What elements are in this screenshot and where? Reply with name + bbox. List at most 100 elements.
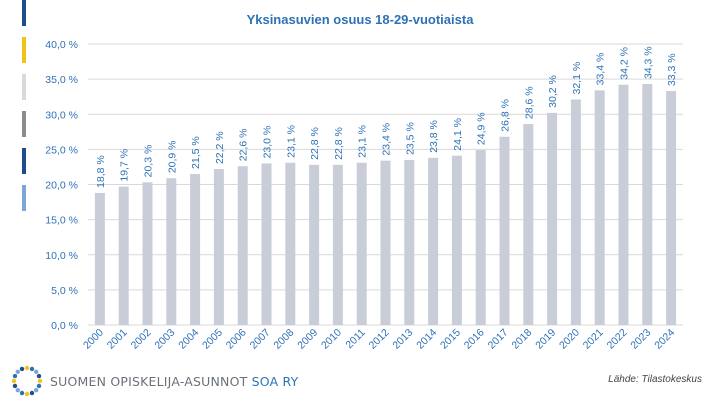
bar: [356, 162, 367, 325]
bar: [475, 150, 486, 325]
y-tick-label: 0,0 %: [51, 320, 78, 332]
x-tick-label: 2006: [224, 327, 249, 352]
x-tick-label: 2023: [628, 327, 653, 352]
bar: [142, 182, 153, 325]
y-tick-label: 40,0 %: [45, 39, 78, 51]
data-label: 34,3 %: [642, 46, 654, 79]
data-label: 23,0 %: [262, 126, 274, 159]
x-tick-label: 2019: [533, 327, 558, 352]
x-tick-label: 2003: [152, 327, 177, 352]
x-tick-label: 2002: [129, 327, 154, 352]
side-bar-3: [22, 111, 26, 137]
x-tick-label: 2013: [390, 327, 415, 352]
x-tick-label: 2020: [557, 327, 582, 352]
logo-dot: [29, 390, 35, 396]
side-bar-5: [22, 185, 26, 211]
data-label: 33,3 %: [666, 53, 678, 86]
data-label: 33,4 %: [595, 53, 607, 86]
data-label: 32,1 %: [571, 62, 583, 95]
data-label: 23,4 %: [381, 123, 393, 156]
bar: [332, 164, 343, 325]
logo-dot: [33, 369, 39, 375]
logo-dot: [36, 373, 42, 379]
data-label: 23,8 %: [428, 120, 440, 153]
x-tick-label: 2004: [176, 327, 201, 352]
data-label: 22,8 %: [333, 127, 345, 160]
logo-dot: [29, 366, 35, 372]
data-label: 23,1 %: [357, 125, 369, 158]
x-tick-label: 2024: [652, 327, 677, 352]
y-tick-label: 30,0 %: [45, 109, 78, 121]
data-label: 22,8 %: [309, 127, 321, 160]
org-name: SUOMEN OPISKELIJA-ASUNNOT SOA RY: [50, 374, 298, 389]
data-label: 20,3 %: [143, 145, 155, 178]
side-bar-4: [22, 148, 26, 174]
bar: [404, 159, 415, 325]
y-tick-label: 10,0 %: [45, 250, 78, 262]
logo-dot: [12, 383, 18, 389]
x-tick-label: 2011: [343, 327, 368, 352]
bar: [642, 84, 653, 325]
logo-dot: [15, 387, 21, 393]
data-label: 24,9 %: [476, 112, 488, 145]
bar: [190, 173, 201, 325]
y-tick-label: 15,0 %: [45, 215, 78, 227]
logo-dot: [37, 378, 43, 384]
data-label: 22,6 %: [238, 129, 250, 162]
x-tick-label: 2008: [271, 327, 296, 352]
side-bar-1: [22, 37, 26, 63]
chart-title: Yksinasuvien osuus 18-29-vuotiaista: [246, 12, 474, 27]
data-label: 20,9 %: [166, 140, 178, 173]
x-tick-label: 2010: [319, 327, 344, 352]
bar: [261, 163, 272, 325]
logo-ring-icon: [11, 365, 43, 397]
bar: [94, 192, 105, 325]
data-label: 19,7 %: [119, 149, 131, 182]
bar: [428, 157, 439, 325]
bar: [451, 155, 462, 325]
bar: [285, 162, 296, 325]
org-abbr: SOA RY: [251, 373, 299, 389]
bar: [666, 91, 677, 325]
logo-dot: [15, 369, 21, 375]
x-tick-label: 2016: [462, 327, 487, 352]
x-tick-label: 2015: [438, 327, 463, 352]
data-label: 18,8 %: [95, 155, 107, 188]
bar: [618, 84, 629, 326]
bar: [309, 164, 320, 325]
logo-dot: [11, 378, 17, 384]
x-tick-label: 2017: [486, 327, 511, 352]
org-logo: SUOMEN OPISKELIJA-ASUNNOT SOA RY: [10, 364, 298, 398]
y-tick-label: 20,0 %: [45, 180, 78, 192]
data-label: 28,6 %: [523, 86, 535, 119]
bar: [380, 160, 391, 325]
side-bar-2: [22, 74, 26, 100]
data-label: 26,8 %: [500, 99, 512, 132]
data-label: 21,5 %: [190, 136, 202, 169]
data-label: 30,2 %: [547, 75, 559, 108]
data-label: 24,1 %: [452, 118, 464, 151]
data-label: 22,2 %: [214, 131, 226, 164]
source-note: Lähde: Tilastokeskus: [608, 374, 702, 385]
x-tick-label: 2009: [295, 327, 320, 352]
x-tick-label: 2001: [105, 327, 130, 352]
bar: [523, 124, 534, 326]
bar: [570, 99, 581, 325]
x-tick-label: 2005: [200, 327, 225, 352]
x-tick-label: 2022: [605, 327, 630, 352]
data-label: 23,5 %: [404, 122, 416, 155]
bar: [499, 136, 510, 325]
logo-dot: [19, 390, 25, 396]
logo-dot: [36, 383, 42, 389]
x-tick-label: 2007: [248, 327, 273, 352]
x-tick-label: 2021: [581, 327, 606, 352]
logo-dot: [33, 387, 39, 393]
y-tick-label: 5,0 %: [51, 285, 78, 297]
side-bar-0: [22, 0, 26, 26]
logo-dot: [19, 366, 25, 372]
bar: [594, 90, 605, 326]
y-tick-label: 35,0 %: [45, 74, 78, 86]
logo-dot: [24, 365, 30, 371]
x-tick-label: 2012: [367, 327, 392, 352]
